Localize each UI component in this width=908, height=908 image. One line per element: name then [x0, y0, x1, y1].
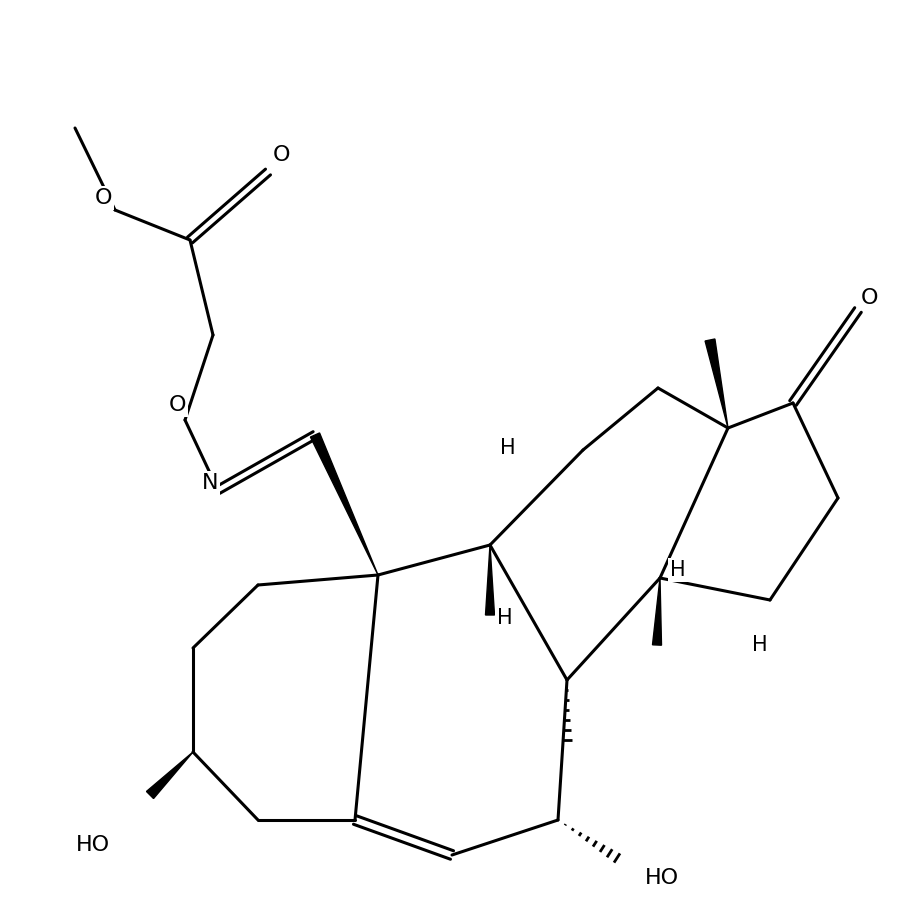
Text: H: H	[498, 608, 513, 628]
Text: O: O	[168, 395, 186, 415]
Text: O: O	[273, 145, 291, 165]
Text: HO: HO	[645, 868, 679, 888]
Polygon shape	[653, 578, 662, 646]
Text: H: H	[670, 560, 686, 580]
Text: O: O	[862, 288, 879, 308]
Text: H: H	[500, 438, 516, 458]
Polygon shape	[311, 433, 378, 575]
Polygon shape	[706, 339, 728, 428]
Text: N: N	[202, 473, 218, 493]
Text: HO: HO	[76, 835, 110, 855]
Polygon shape	[146, 752, 193, 798]
Polygon shape	[486, 545, 495, 615]
Text: H: H	[752, 635, 768, 655]
Text: O: O	[94, 188, 112, 208]
